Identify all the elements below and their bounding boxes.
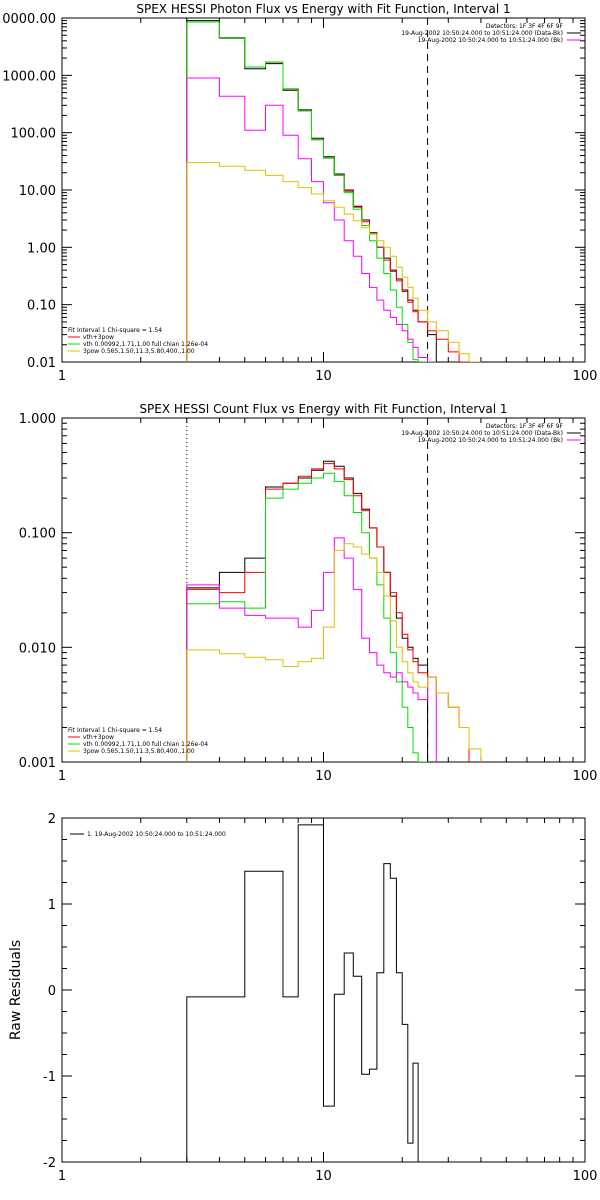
series-line-3 xyxy=(186,472,428,762)
y-tick-label: 1 xyxy=(48,898,56,913)
detector-note-line: Detectors: 1F 3F 4F 6F 9F xyxy=(486,423,564,430)
legend-entry: vth 0.00992,1.71,1.00 full chian 1.26e-0… xyxy=(83,741,208,748)
legend-header: Fit Interval 1 Chi-square = 1.54 xyxy=(68,727,162,734)
series-line-4 xyxy=(186,77,437,362)
y-tick-label: 1000.00 xyxy=(2,69,56,84)
y-tick-label: 0.001 xyxy=(19,756,56,771)
x-tick-label: 1 xyxy=(58,769,66,784)
chart-title: SPEX HESSI Photon Flux vs Energy with Fi… xyxy=(136,2,510,16)
y-tick-label: 0 xyxy=(48,984,56,999)
series-line-1 xyxy=(186,824,419,1162)
x-tick-label: 1 xyxy=(58,369,66,384)
y-tick-label: 0.10 xyxy=(27,299,56,314)
x-tick-label: 100 xyxy=(573,369,598,384)
plot-area xyxy=(186,824,419,1162)
legend-entry: 1. 19-Aug-2002 10:50:24.000 to 10:51:24.… xyxy=(87,831,226,838)
legend-entry: 3pow 0.565,1.50,11.3,5.80,400.,1.00 xyxy=(83,748,195,755)
chart-panel-3: Raw Residuals 1 10 100 -2 -1 0 1 2 1. 19-Aug-2002… xyxy=(8,812,597,1184)
legend-entry: vth 0.00992,1.71,1.00 full chian 1.26e-0… xyxy=(83,341,208,348)
legend-entry: 3pow 0.565,1.50,11.3,5.80,400.,1.00 xyxy=(83,348,195,355)
detector-note-line: Detectors: 1F 3F 4F 6F 9F xyxy=(486,23,564,30)
x-tick-label: 10 xyxy=(315,1169,332,1184)
y-tick-label: 0000.00 xyxy=(2,12,56,27)
series-line-4 xyxy=(186,537,437,762)
x-tick-label: 1 xyxy=(58,1169,66,1184)
x-tick-label: 10 xyxy=(315,769,332,784)
detector-note-line: 19-Aug-2002 10:50:24.000 to 10:51:24.000… xyxy=(418,37,563,44)
y-tick-label: 0.01 xyxy=(27,356,56,371)
plot-area xyxy=(186,460,482,762)
x-tick-label: 100 xyxy=(573,769,598,784)
series-line-2 xyxy=(186,21,469,362)
detector-note-line: 19-Aug-2002 10:50:24.000 to 10:51:24.000… xyxy=(401,30,563,37)
y-tick-label: -2 xyxy=(43,1156,56,1171)
y-tick-label: 2 xyxy=(48,812,56,827)
detector-note-line: 19-Aug-2002 10:50:24.000 to 10:51:24.000… xyxy=(401,430,563,437)
y-tick-label: 10.00 xyxy=(19,184,56,199)
series-line-3 xyxy=(186,21,428,362)
chart-title: SPEX HESSI Count Flux vs Energy with Fit… xyxy=(139,402,507,416)
legend-header: Fit Interval 1 Chi-square = 1.54 xyxy=(68,327,162,334)
plot-area xyxy=(186,20,481,362)
series-line-2 xyxy=(186,463,470,762)
y-tick-label: 100.00 xyxy=(11,127,57,142)
detector-note-line: 19-Aug-2002 10:50:24.000 to 10:51:24.000… xyxy=(418,437,563,444)
y-tick-label: 0.100 xyxy=(19,527,56,542)
series-line-1 xyxy=(186,460,429,762)
x-tick-label: 100 xyxy=(573,1169,598,1184)
y-tick-label: 0.010 xyxy=(19,641,56,656)
series-line-5 xyxy=(186,543,482,762)
legend-entry: vth+3pow xyxy=(83,334,114,341)
x-tick-label: 10 xyxy=(315,369,332,384)
y-tick-label: 1.000 xyxy=(19,412,56,427)
chart-panel-1: SPEX HESSI Photon Flux vs Energy with Fi… xyxy=(2,2,597,384)
y-tick-label: -1 xyxy=(43,1070,56,1085)
chart-panel-2: SPEX HESSI Count Flux vs Energy with Fit… xyxy=(19,402,598,784)
series-line-5 xyxy=(186,162,481,362)
y-axis-label: Raw Residuals xyxy=(8,940,24,1040)
legend-entry: vth+3pow xyxy=(83,734,114,741)
y-tick-label: 1.00 xyxy=(27,241,56,256)
